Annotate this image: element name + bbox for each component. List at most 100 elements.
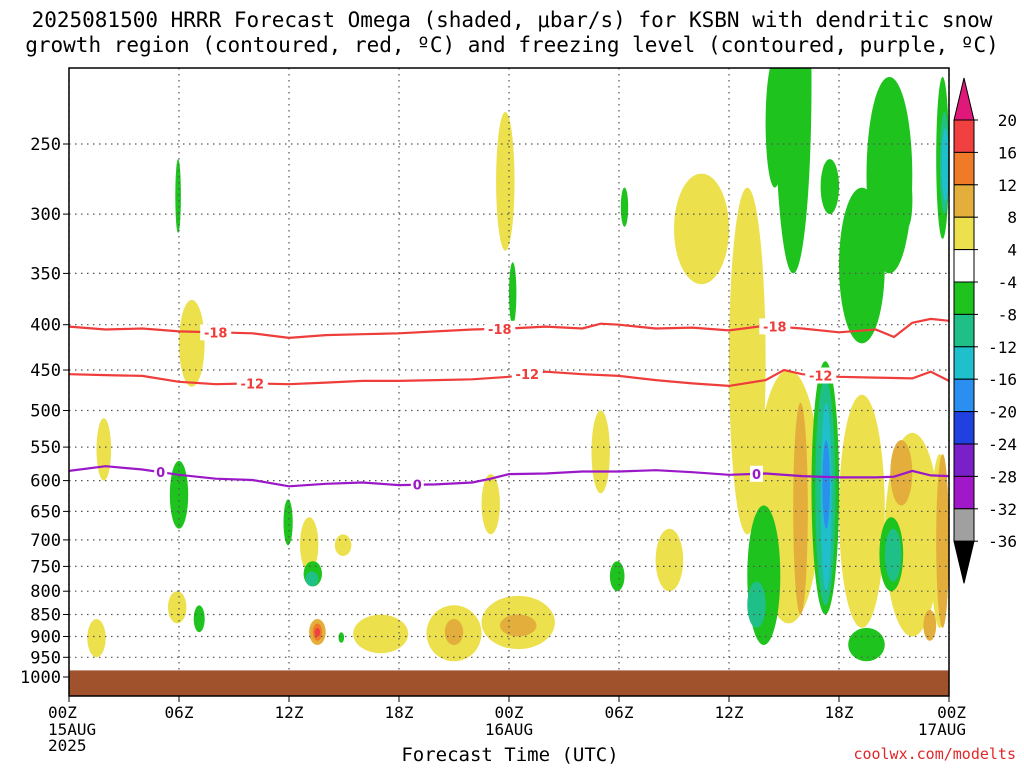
omega-area-21 (499, 614, 537, 637)
contour-label-dgz-0-2: -18 (763, 320, 787, 335)
omega-area-42 (903, 173, 913, 227)
contour-label-bg-dgz-1-0 (236, 375, 268, 392)
contour-label-bg-dgz-1-2 (805, 367, 837, 384)
colorbar-label-8: -16 (988, 370, 1017, 389)
colorbar: 20 16 12 8 4 -4 -8 -12 -16 -20 -24 -28 -32 -36 (953, 77, 1017, 584)
omega-area-23 (890, 440, 913, 506)
y-tick-label-600: 600 (30, 472, 61, 492)
x-tick-label-6: 06Z (165, 703, 194, 722)
colorbar-band-8 (953, 346, 975, 380)
omega-area-36 (609, 561, 625, 592)
colorbar-label-1: 16 (998, 143, 1017, 162)
omega-area-5 (334, 534, 352, 556)
x-tick-label-24: 00Z (495, 703, 524, 722)
omega-area-25 (936, 454, 949, 628)
omega-area-3 (168, 591, 187, 624)
y-tick-label-800: 800 (30, 582, 61, 602)
chart-title: 2025081500 HRRR Forecast Omega (shaded, … (0, 8, 1024, 58)
colorbar-label-13: -36 (988, 532, 1017, 551)
temperature-contours: -18 -18 -18 -12 -12 -12 0 0 0 (69, 317, 949, 494)
colorbar-bottom-arrow (953, 540, 975, 584)
omega-area-11 (591, 410, 610, 494)
omega-area-27 (314, 627, 321, 637)
contour-label-freezing-0: 0 (156, 466, 165, 481)
colorbar-band-1 (953, 119, 975, 153)
x-tick-label-36: 12Z (715, 703, 744, 722)
contour-label-freezing-2: 0 (752, 468, 761, 483)
omega-area-38 (774, 68, 812, 274)
omega-area-28 (175, 159, 181, 233)
colorbar-label-4: 4 (1007, 241, 1017, 260)
omega-area-9 (496, 111, 515, 251)
grid-lines (68, 68, 950, 696)
colorbar-band-4 (953, 216, 975, 251)
omega-area-10 (481, 474, 500, 535)
omega-shading (87, 68, 949, 662)
contour-label-dgz-0-0: -18 (204, 326, 228, 341)
omega-area-48 (305, 571, 319, 587)
ground-layer (69, 670, 949, 696)
colorbar-label-6: -8 (998, 305, 1017, 324)
y-tick-label-900: 900 (30, 628, 61, 648)
colorbar-label-11: -28 (988, 467, 1017, 486)
ground-surface (69, 670, 949, 696)
contour-label-bg-freezing-1 (410, 476, 424, 493)
y-tick-label-700: 700 (30, 531, 61, 551)
x-tick-label-12: 12Z (275, 703, 304, 722)
y-tick-label-300: 300 (30, 205, 61, 225)
colorbar-label-10: -24 (988, 435, 1017, 454)
x-tick-label-0: 00Z (48, 703, 77, 722)
credit-text: coolwx.com/modelts (853, 745, 1016, 763)
omega-area-22 (793, 402, 808, 615)
contour-label-bg-dgz-0-1 (484, 320, 516, 337)
omega-area-12 (655, 528, 684, 592)
contour-label-bg-freezing-2 (750, 465, 763, 482)
x-tick-sublabel-0-1: 2025 (48, 736, 87, 755)
omega-area-0 (87, 619, 106, 658)
omega-area-13 (674, 173, 729, 285)
title-line-2: growth region (contoured, red, ºC) and f… (25, 33, 999, 57)
x-tick-label-48: 00Z (937, 703, 966, 722)
omega-area-51 (884, 528, 902, 582)
omega-area-2 (179, 299, 205, 387)
y-tick-label-950: 950 (30, 648, 61, 668)
contour-label-bg-dgz-0-2 (759, 318, 791, 335)
x-tick-label-18: 18Z (385, 703, 414, 722)
omega-area-34 (509, 262, 517, 325)
title-line-1: 2025081500 HRRR Forecast Omega (shaded, … (31, 8, 993, 32)
y-tick-label-850: 850 (30, 606, 61, 626)
omega-area-41 (866, 77, 913, 274)
colorbar-label-12: -32 (988, 500, 1017, 519)
colorbar-label-7: -12 (988, 338, 1017, 357)
x-tick-sublabel-0-0: 15AUG (48, 720, 96, 739)
contour-label-freezing-1: 0 (413, 479, 422, 494)
contour-freezing (69, 465, 949, 488)
colorbar-band-13 (953, 508, 975, 542)
contour-label-dgz-0-1: -18 (488, 323, 512, 338)
colorbar-band-9 (953, 378, 975, 413)
omega-area-14 (729, 187, 766, 535)
colorbar-top-arrow (953, 77, 975, 121)
contour-dgz-0 (69, 317, 949, 340)
colorbar-band-12 (953, 475, 975, 510)
omega-area-39 (820, 159, 839, 215)
colorbar-label-0: 20 (998, 111, 1017, 130)
y-tick-label-400: 400 (30, 316, 61, 336)
omega-area-6 (353, 614, 409, 654)
contour-label-dgz-1-2: -12 (809, 370, 833, 385)
colorbar-band-11 (953, 443, 975, 477)
omega-area-55 (822, 440, 830, 529)
y-tick-label-450: 450 (30, 361, 61, 381)
y-tick-label-1000: 1000 (20, 668, 61, 688)
y-tick-label-750: 750 (30, 557, 61, 577)
colorbar-label-3: 8 (1007, 208, 1017, 227)
contour-label-dgz-1-1: -12 (516, 368, 540, 383)
colorbar-band-7 (953, 313, 975, 348)
omega-area-35 (620, 187, 629, 227)
contour-label-bg-freezing-0 (154, 464, 168, 481)
x-tick-label-30: 06Z (605, 703, 634, 722)
contour-label-bg-dgz-0-0 (200, 324, 232, 341)
x-tick-sublabel-48-0: 17AUG (918, 720, 966, 739)
